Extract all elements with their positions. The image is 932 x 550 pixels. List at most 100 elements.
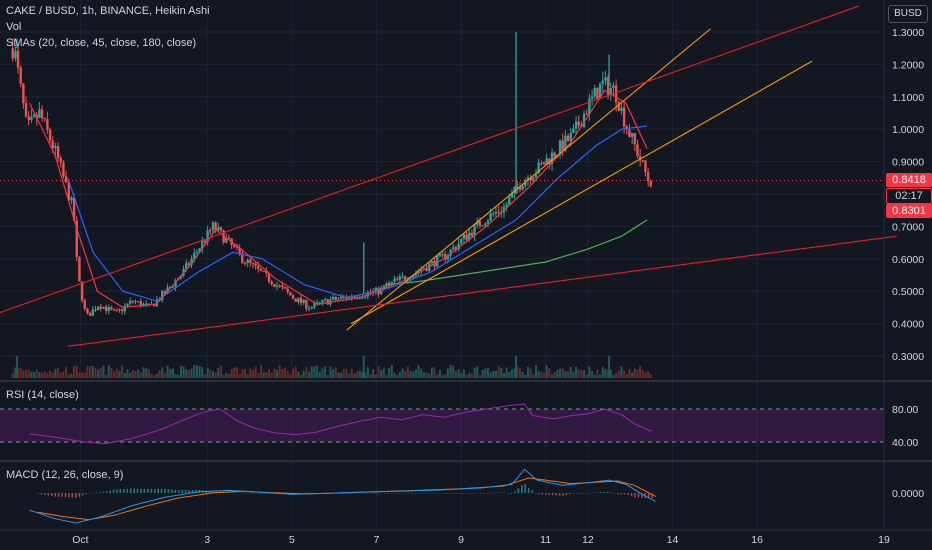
volume-bar bbox=[633, 368, 636, 378]
volume-bar bbox=[564, 371, 567, 378]
macd-histogram-bar bbox=[256, 493, 259, 494]
rsi-legend[interactable]: RSI (14, close) bbox=[6, 389, 79, 401]
candle-body bbox=[283, 286, 287, 289]
candle-body bbox=[235, 246, 239, 248]
macd-histogram-bar bbox=[212, 491, 214, 493]
candle-body bbox=[478, 221, 482, 227]
macd-histogram-bar bbox=[308, 493, 310, 494]
macd-histogram-bar bbox=[603, 491, 605, 493]
volume-bar bbox=[219, 365, 222, 378]
candle-body bbox=[225, 237, 228, 243]
macd-histogram-bar bbox=[390, 493, 393, 494]
volume-bar bbox=[65, 366, 68, 378]
macd-histogram-bar bbox=[651, 493, 653, 499]
macd-histogram-bar bbox=[44, 493, 46, 495]
volume-bar bbox=[241, 369, 244, 378]
time-axis-label: 7 bbox=[374, 534, 380, 546]
trendlines[interactable] bbox=[0, 5, 897, 347]
candle-body bbox=[425, 268, 428, 271]
quote-currency-badge[interactable]: BUSD bbox=[888, 5, 928, 23]
macd-histogram-bar bbox=[404, 493, 406, 494]
candle-body bbox=[201, 240, 204, 249]
candle-body bbox=[14, 50, 17, 59]
macd-histogram-bar bbox=[593, 492, 595, 494]
candle-body bbox=[190, 258, 193, 265]
price-axis-label: 1.2000 bbox=[892, 59, 924, 71]
volume-bar bbox=[481, 369, 484, 378]
volume-bar bbox=[91, 365, 94, 378]
volume-bar bbox=[155, 373, 158, 378]
macd-legend[interactable]: MACD (12, 26, close, 9) bbox=[6, 469, 124, 481]
candle-body bbox=[353, 296, 356, 298]
candle-body bbox=[476, 221, 479, 225]
volume-bar bbox=[508, 372, 511, 378]
symbol-title[interactable]: CAKE / BUSD, 1h, BINANCE, Heikin Ashi bbox=[6, 5, 210, 17]
macd-histogram-bar bbox=[246, 492, 249, 494]
candle-body bbox=[542, 162, 546, 165]
candle-body bbox=[585, 113, 588, 115]
candle-body bbox=[606, 77, 610, 95]
sma-value-badge: 0.8301 bbox=[886, 204, 932, 218]
candle-body bbox=[217, 227, 220, 231]
macd-histogram-bar bbox=[47, 493, 50, 496]
volume-bar bbox=[185, 369, 188, 378]
time-axis-label: 11 bbox=[540, 534, 551, 546]
candle-body bbox=[537, 162, 540, 174]
volume-bar bbox=[297, 371, 300, 378]
candle-body bbox=[126, 303, 129, 306]
candle-body bbox=[46, 119, 49, 130]
candle-body bbox=[318, 302, 321, 304]
volume-bar bbox=[302, 370, 305, 378]
volume-bar bbox=[478, 374, 481, 378]
macd-histogram-bar bbox=[414, 493, 417, 494]
volume-bar bbox=[548, 368, 551, 378]
candle-body bbox=[441, 254, 444, 256]
volume-bar bbox=[62, 371, 65, 378]
macd-histogram-bar bbox=[520, 485, 523, 493]
macd-histogram-bar bbox=[627, 493, 629, 496]
candle-body bbox=[540, 162, 543, 164]
macd-histogram-bar bbox=[188, 489, 190, 493]
candle-body bbox=[473, 224, 476, 236]
candle-body bbox=[593, 87, 596, 97]
volume-bar bbox=[628, 369, 631, 378]
volume-bar bbox=[502, 373, 505, 378]
volume-legend[interactable]: Vol bbox=[6, 21, 22, 33]
pane-separators[interactable] bbox=[0, 0, 932, 531]
macd-histogram-bar bbox=[613, 493, 616, 494]
volume-bar bbox=[131, 369, 134, 378]
volume-bar bbox=[516, 365, 519, 378]
candle-body bbox=[534, 173, 538, 178]
candle-body bbox=[532, 177, 535, 181]
macd-histogram-bar bbox=[136, 488, 139, 493]
volume-bar bbox=[380, 369, 383, 378]
candle-body bbox=[452, 247, 455, 250]
volume-bar bbox=[25, 369, 28, 378]
macd-histogram-bar bbox=[208, 490, 211, 493]
volume-bar bbox=[409, 370, 412, 378]
macd-histogram-bar bbox=[376, 493, 379, 494]
volume-bar bbox=[617, 370, 620, 378]
candle-body bbox=[374, 287, 378, 292]
candle-body bbox=[104, 306, 108, 312]
candle-body bbox=[195, 251, 199, 253]
volume-bar bbox=[615, 372, 618, 378]
macd-histogram-bar bbox=[356, 492, 358, 494]
volume-bar bbox=[332, 369, 335, 378]
candle-body bbox=[446, 255, 450, 260]
candle-body bbox=[379, 287, 383, 295]
volume-bar bbox=[174, 374, 177, 378]
volume-bar bbox=[604, 368, 607, 378]
countdown-badge: 02:17 bbox=[886, 188, 932, 204]
candle-body bbox=[275, 285, 279, 287]
volume-bar bbox=[147, 368, 150, 378]
volume-bar bbox=[139, 372, 142, 378]
macd-histogram-bar bbox=[589, 492, 592, 494]
candle-body bbox=[489, 213, 492, 221]
volume-bar bbox=[222, 374, 225, 378]
sma-legend[interactable]: SMAs (20, close, 45, close, 180, close) bbox=[6, 37, 197, 49]
macd-histogram-bar bbox=[75, 493, 77, 498]
volume-bar bbox=[249, 368, 252, 378]
macd-histogram-bar bbox=[606, 491, 609, 493]
